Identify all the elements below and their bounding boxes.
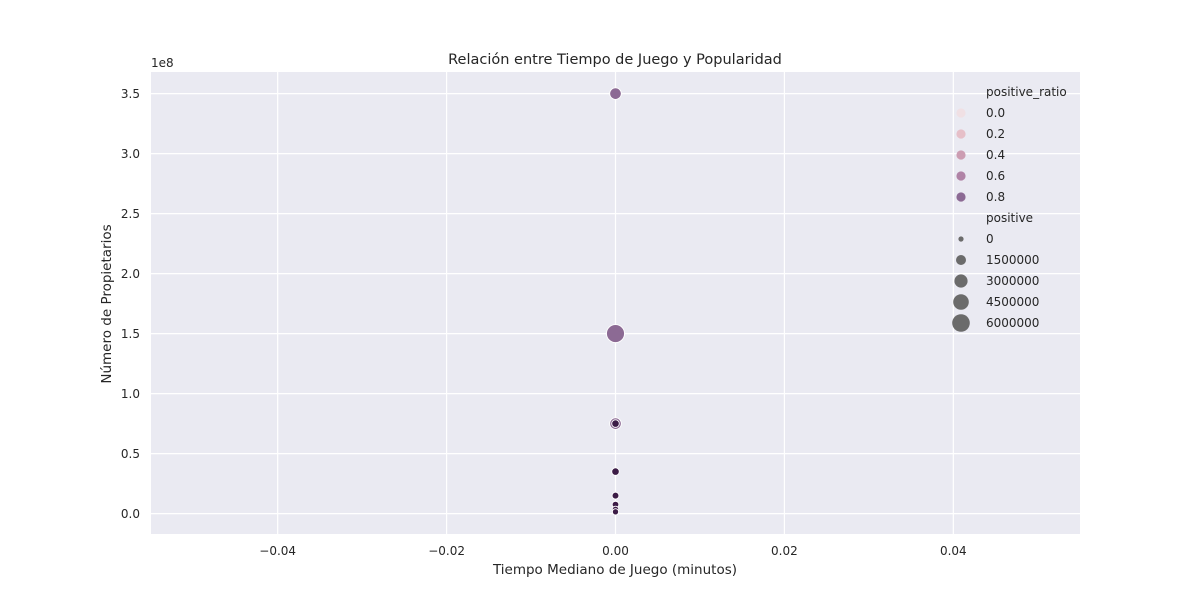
legend-size-label: 3000000 [986,274,1039,288]
legend-size-swatch [954,274,968,288]
legend-hue-swatch [956,108,966,118]
legend-size-label: 6000000 [986,316,1039,330]
legend-size-label: 4500000 [986,295,1039,309]
y-tick-label: 3.5 [121,87,140,101]
y-tick-label: 1.5 [121,327,140,341]
x-tick-label: 0.00 [602,544,629,558]
legend-hue-label: 0.8 [986,190,1005,204]
legend-size-title: positive [986,211,1033,225]
data-point [611,508,620,516]
y-tick-label: 0.0 [121,507,140,521]
y-tick-label: 2.5 [121,207,140,221]
legend-hue-label: 0.0 [986,106,1005,120]
legend-hue-label: 0.4 [986,148,1005,162]
legend-hue-swatch [956,150,966,160]
x-tick-label: −0.04 [259,544,296,558]
chart-title: Relación entre Tiempo de Juego y Popular… [448,52,782,68]
y-tick-label: 0.5 [121,447,140,461]
legend-size-label: 0 [986,232,994,246]
legend-size-label: 1500000 [986,253,1039,267]
data-point [611,491,620,500]
legend-size-swatch [956,255,966,265]
x-tick-label: −0.02 [428,544,465,558]
y-axis-label: Número de Propietarios [99,224,115,383]
x-tick-label: 0.04 [940,544,967,558]
data-point [611,419,620,428]
data-points [606,87,625,516]
data-point [606,324,625,344]
legend-hue-swatch [956,129,966,139]
x-tick-labels: −0.04 −0.02 0.00 0.02 0.04 [259,544,966,558]
legend-hue-swatch [956,192,966,202]
y-tick-label: 1.0 [121,387,140,401]
legend-hue-label: 0.2 [986,127,1005,141]
x-tick-label: 0.02 [771,544,798,558]
data-point [611,467,620,476]
legend-hue-title: positive_ratio [986,85,1067,99]
x-axis-label: Tiempo Mediano de Juego (minutos) [492,562,737,578]
legend-hue-swatch [956,171,966,181]
y-tick-label: 2.0 [121,267,140,281]
legend-size-swatch [952,314,970,332]
grid-lines [151,72,1080,534]
legend: positive_ratio 0.0 0.2 0.4 0.6 0.8 positive 0 15… [952,85,1067,332]
y-tick-label: 3.0 [121,147,140,161]
legend-size-swatch [953,294,969,310]
y-tick-labels: 0.0 0.5 1.0 1.5 2.0 2.5 3.0 3.5 [121,87,140,521]
y-axis-offset-label: 1e8 [151,56,174,70]
data-point [609,87,622,100]
legend-size-swatch [958,236,964,242]
legend-hue-label: 0.6 [986,169,1005,183]
